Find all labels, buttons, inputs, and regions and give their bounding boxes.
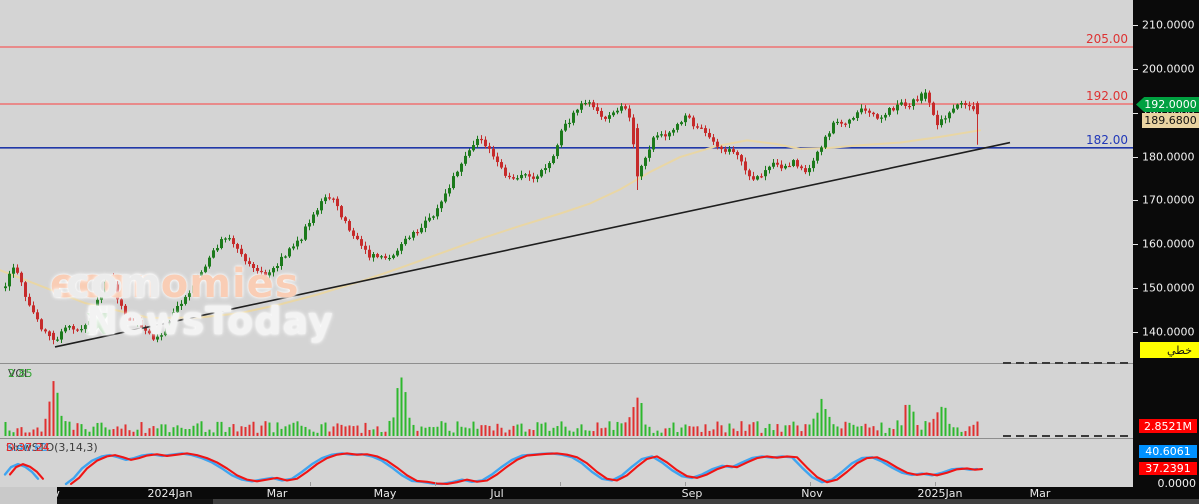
month-tick <box>310 482 311 486</box>
time-tick-label: Nov <box>57 487 60 500</box>
time-tick-label: Sep <box>681 487 703 500</box>
candlestick-chart <box>0 46 1133 348</box>
volume-label: VOL <box>8 367 31 380</box>
sto-k-value: K:40.61 <box>6 441 49 454</box>
price-tick-label: 170.0000 <box>1142 193 1195 207</box>
sto-d-badge: 37.2391 <box>1139 462 1197 475</box>
price-tick-label: 160.0000 <box>1142 237 1195 251</box>
panel-divider[interactable] <box>0 363 1199 364</box>
volume-bars-chart <box>4 377 979 436</box>
month-tick <box>810 482 811 486</box>
price-axis[interactable]: 210.0000200.0000190.0000180.0000170.0000… <box>1133 0 1199 490</box>
scale-type-badge[interactable]: خطي <box>1140 342 1199 358</box>
month-tick <box>560 482 561 486</box>
support-label-182: 182.00 <box>1086 133 1128 147</box>
watermark-x: x <box>86 299 112 343</box>
price-tick <box>1133 68 1138 70</box>
price-tick <box>1133 244 1138 246</box>
time-tick-label: 2024Jan <box>147 487 193 500</box>
watermark-dotcom: .com <box>50 261 163 307</box>
price-tick <box>1133 288 1138 290</box>
sto-d-value: D:37.24 <box>6 441 50 454</box>
scrollbar-thumb[interactable] <box>57 499 213 504</box>
price-tick <box>1133 156 1138 158</box>
month-tick <box>685 482 686 486</box>
price-tick-label: 140.0000 <box>1142 325 1195 339</box>
price-tick <box>1133 331 1138 333</box>
time-tick-label: Jul <box>490 487 504 500</box>
price-tick <box>1133 200 1138 202</box>
line-price-badge: 192.0000 <box>1136 97 1199 112</box>
price-tick-label: 180.0000 <box>1142 150 1195 164</box>
time-tick-label: Mar <box>266 487 288 500</box>
volume-scale-dashes-bottom <box>1003 435 1133 437</box>
price-tick <box>1133 25 1138 27</box>
time-tick-label: Nov <box>801 487 823 500</box>
volume-scale-dashes-top <box>1003 362 1133 364</box>
horizontal-scrollbar[interactable] <box>57 499 1199 504</box>
volume-panel[interactable]: VOL 2.85 <box>0 364 1133 437</box>
price-tick-label: 150.0000 <box>1142 281 1195 295</box>
volume-last-value: 2.85 <box>8 367 33 380</box>
sto-indicator-name: SlowSTO(3,14,3) <box>6 441 98 454</box>
last-price-badge: 189.6800 <box>1142 113 1199 128</box>
watermark-economies: economies <box>50 261 300 307</box>
price-tick <box>1133 112 1138 114</box>
sto-zero-label: 0.0000 <box>1157 477 1197 490</box>
time-tick-label: Mar <box>1029 487 1051 500</box>
slow-stochastic-chart <box>3 452 984 486</box>
time-axis[interactable]: Nov 2024Jan Mar May Jul Sep Nov 2025Jan Mar <box>57 487 1199 504</box>
volume-value-badge: 2.8521M <box>1139 419 1197 433</box>
stochastic-panel[interactable]: SlowSTO(3,14,3) K:40.61 D:37.24 <box>0 439 1133 487</box>
panel-divider[interactable] <box>0 438 1199 439</box>
month-tick <box>435 482 436 486</box>
axis-corner <box>0 487 57 504</box>
time-tick-label: 2025Jan <box>917 487 963 500</box>
price-tick-label: 200.0000 <box>1142 62 1195 76</box>
candles <box>4 89 979 345</box>
time-tick-label: May <box>373 487 397 500</box>
sto-k-badge: 40.6061 <box>1139 445 1197 458</box>
volume-bars <box>4 377 979 436</box>
resistance-label-205: 205.00 <box>1086 32 1128 46</box>
resistance-label-192: 192.00 <box>1086 89 1128 103</box>
month-tick <box>935 482 936 486</box>
price-tick-label: 210.0000 <box>1142 18 1195 32</box>
